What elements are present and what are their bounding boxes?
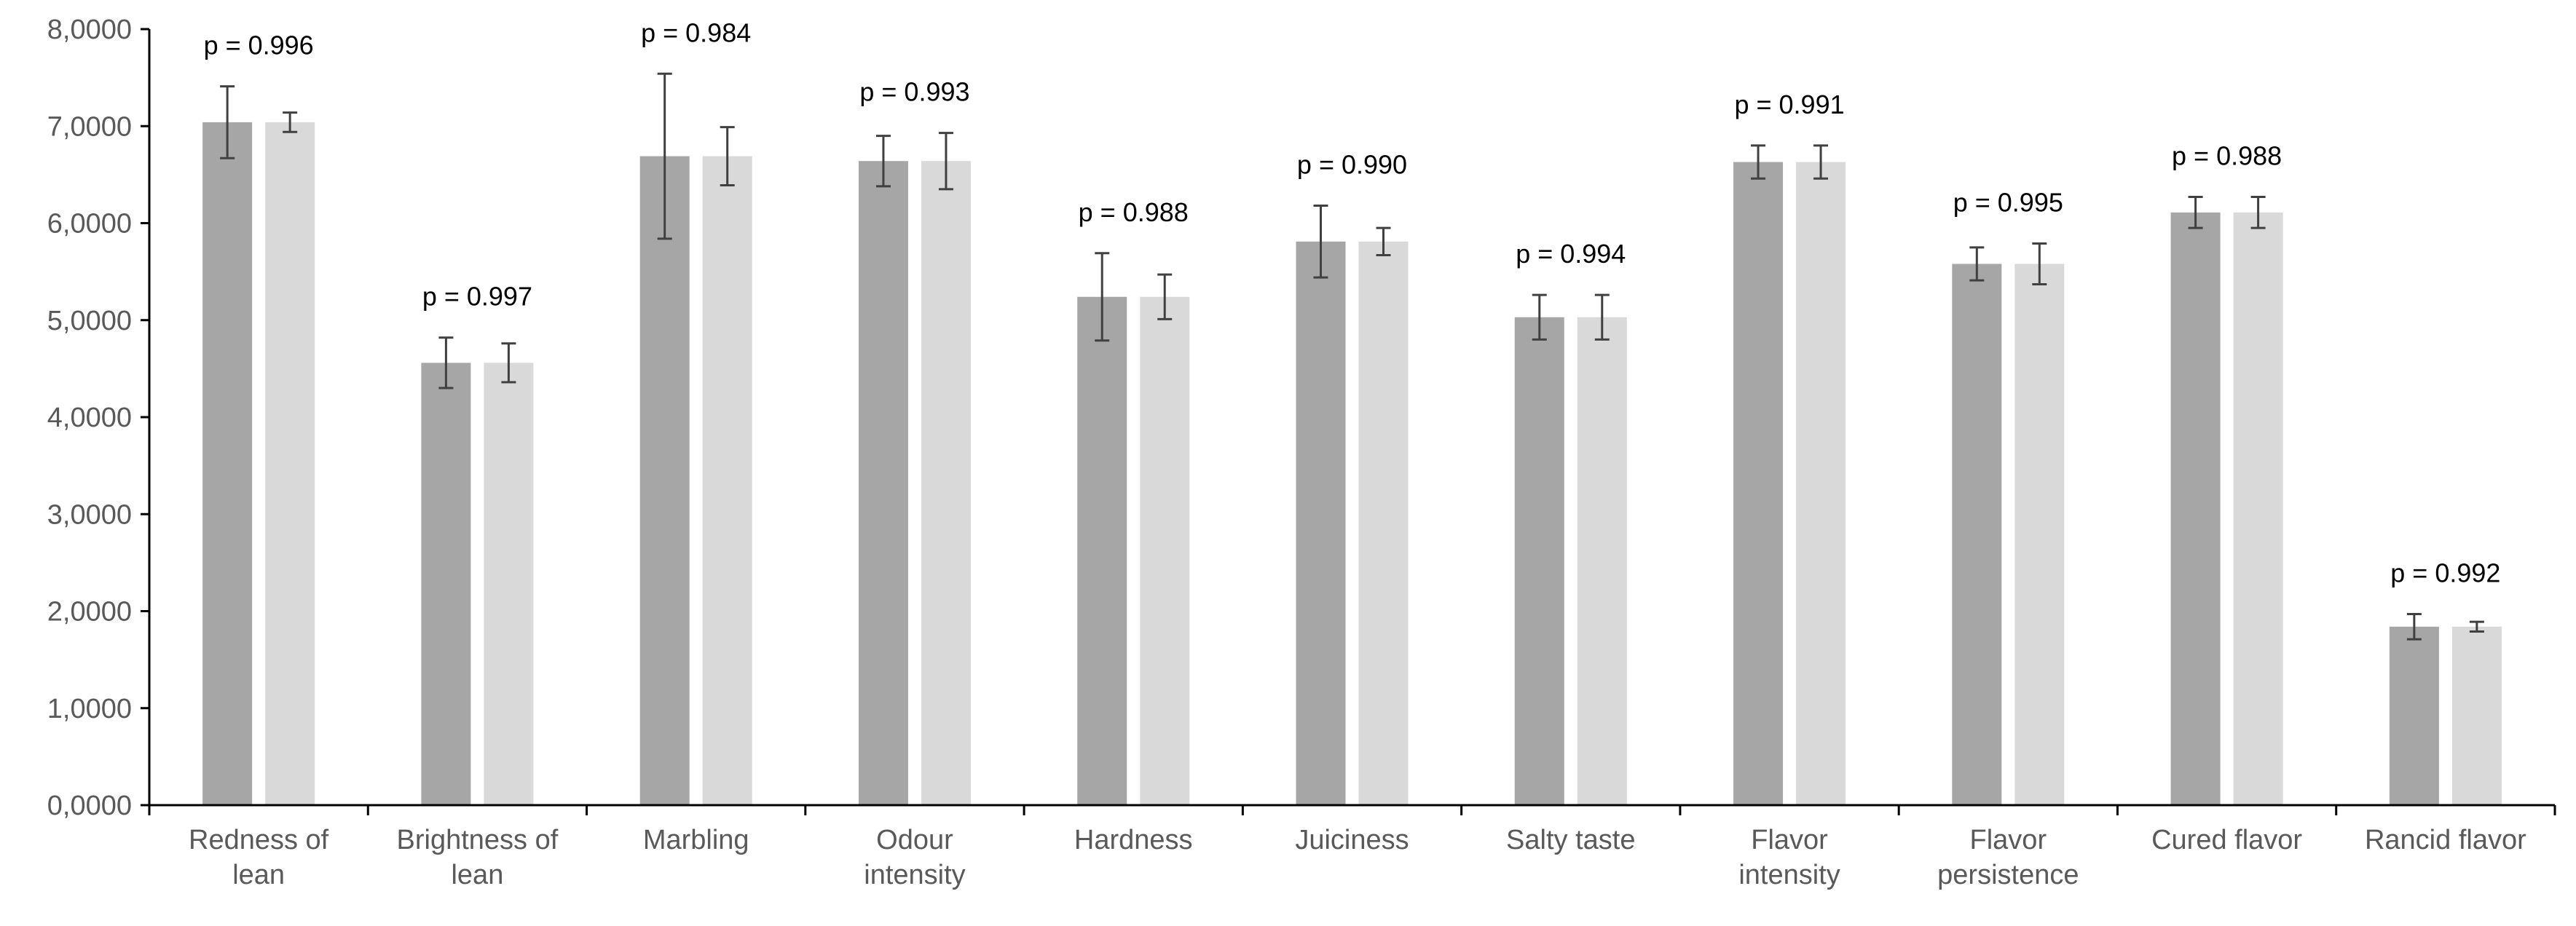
x-category-label: Hardness (1074, 825, 1193, 855)
y-tick-label: 6,0000 (47, 209, 132, 240)
x-category-label: Flavor persistence (1937, 825, 2079, 890)
bar (702, 156, 752, 805)
x-category-label: Rancid flavor (2365, 825, 2526, 855)
bar (1733, 162, 1784, 806)
p-value-label: p = 0.991 (1734, 90, 1844, 119)
x-category-label-line: intensity (864, 860, 965, 890)
x-category-label-line: Cured flavor (2151, 825, 2302, 855)
p-value-label: p = 0.995 (1953, 187, 2063, 217)
bar (2233, 212, 2283, 805)
x-category-label: Odour intensity (864, 825, 965, 890)
plot-area (202, 72, 2502, 806)
p-value-label: p = 0.997 (422, 282, 532, 312)
x-category-label: Salty taste (1506, 825, 1635, 855)
y-tick-label: 2,0000 (47, 597, 132, 628)
bar (484, 363, 534, 805)
x-category-label-line: lean (451, 860, 503, 890)
y-tick-label: 3,0000 (47, 499, 132, 530)
x-category-label: Brightness of lean (397, 825, 559, 890)
y-tick-label: 8,0000 (47, 15, 132, 45)
bar (265, 122, 315, 806)
bar (1296, 241, 1346, 805)
x-category-label-line: Marbling (643, 825, 749, 855)
x-category-label-line: Salty taste (1506, 825, 1635, 855)
bar (858, 161, 908, 806)
bar (1796, 162, 1846, 806)
x-category-label: Flavor intensity (1738, 825, 1840, 890)
x-category-label-line: persistence (1937, 860, 2079, 890)
y-tick-label: 0,0000 (47, 791, 132, 821)
x-category-label-line: Flavor (1751, 825, 1828, 855)
p-value-label: p = 0.990 (1297, 150, 1407, 180)
x-category-label-line: Juiciness (1295, 825, 1409, 855)
x-category-label-line: Odour (876, 825, 953, 855)
bar (2170, 212, 2221, 805)
p-value-label: p = 0.988 (1079, 197, 1189, 227)
y-tick-label: 4,0000 (47, 403, 132, 433)
bar (1514, 317, 1564, 805)
p-value-label: p = 0.988 (2172, 141, 2282, 171)
bar (1952, 264, 2002, 806)
x-category-label-line: Brightness of (397, 825, 559, 855)
x-category-label-line: Redness of (189, 825, 329, 855)
p-value-label: p = 0.996 (204, 31, 314, 60)
p-value-label: p = 0.992 (2390, 558, 2500, 587)
bar (202, 122, 253, 806)
x-category-label: Juiciness (1295, 825, 1409, 855)
bar (421, 363, 471, 805)
p-value-label: p = 0.984 (641, 17, 751, 47)
x-category-label: Marbling (643, 825, 749, 855)
bar (2451, 626, 2502, 805)
y-tick-label: 5,0000 (47, 306, 132, 336)
bar (639, 156, 690, 805)
bar (2014, 264, 2065, 806)
x-category-label-line: Rancid flavor (2365, 825, 2526, 855)
x-category-label-line: intensity (1738, 860, 1840, 890)
bar (1577, 317, 1627, 805)
y-tick-label: 1,0000 (47, 694, 132, 724)
bar (2389, 626, 2439, 805)
y-tick-label: 7,0000 (47, 111, 132, 142)
x-category-label-line: Hardness (1074, 825, 1193, 855)
bar (1358, 241, 1409, 805)
x-category-label: Redness of lean (189, 825, 329, 890)
p-value-label: p = 0.993 (859, 77, 969, 107)
x-category-label: Cured flavor (2151, 825, 2302, 855)
x-category-label-line: lean (232, 860, 285, 890)
bar (1140, 296, 1190, 805)
bar (921, 161, 971, 806)
p-value-label: p = 0.994 (1516, 239, 1626, 269)
x-category-label-line: Flavor (1970, 825, 2047, 855)
bar (1077, 296, 1127, 805)
